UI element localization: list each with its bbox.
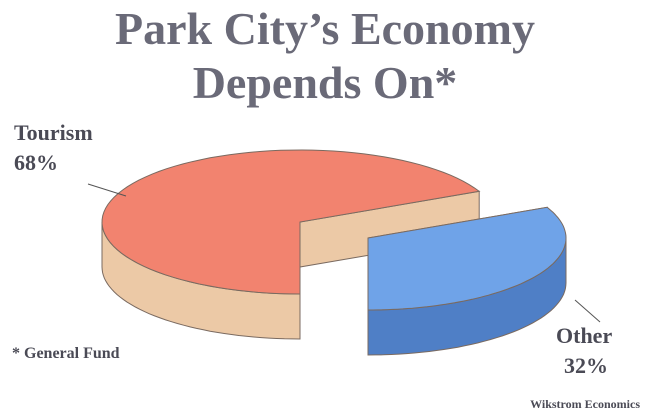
pie-slice: [367, 206, 567, 311]
category-label: Tourism: [14, 120, 93, 145]
value-label: 32%: [564, 353, 608, 378]
source: Wikstrom Economics: [530, 397, 640, 411]
chart-title: Park City’s Economy Depends On*: [115, 3, 535, 108]
leader-line: [87, 183, 127, 197]
pie-slice: [101, 149, 481, 295]
category-label: Other: [556, 323, 612, 348]
value-label: 68%: [14, 150, 58, 175]
leader-line: [574, 299, 601, 323]
footnote: * General Fund: [12, 345, 120, 362]
